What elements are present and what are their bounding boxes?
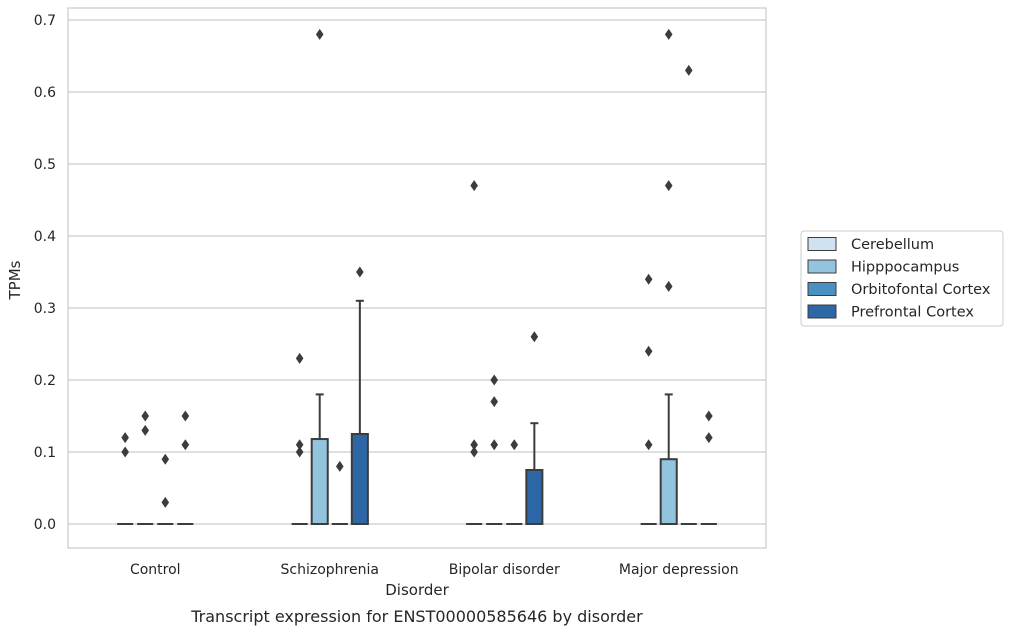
gridlines <box>68 19 766 525</box>
legend-frame <box>800 230 1004 327</box>
box <box>525 469 544 525</box>
outlier-point <box>644 273 653 285</box>
outlier-point <box>705 410 713 422</box>
y-axis-label: TPMs <box>6 260 24 300</box>
outlier-point <box>490 396 499 408</box>
plot-area-frame <box>67 7 767 549</box>
outlier-point <box>490 374 499 386</box>
y-tick-label: 0.4 <box>34 229 56 245</box>
outlier-point <box>664 28 673 40</box>
y-tick-label: 0.0 <box>34 517 56 533</box>
x-tick-label: Bipolar disorder <box>449 562 560 578</box>
y-tick-label: 0.5 <box>34 157 56 173</box>
outlier-point <box>295 352 304 364</box>
outlier-point <box>664 280 673 292</box>
legend-label: Cerebellum <box>851 237 934 253</box>
outlier-point <box>705 432 713 444</box>
outlier-point <box>644 439 653 451</box>
outlier-point <box>470 180 478 192</box>
outlier-point <box>141 424 150 436</box>
outlier-point <box>470 439 478 451</box>
y-tick-label: 0.6 <box>34 85 56 101</box>
outlier-point <box>530 331 539 343</box>
outlier-point <box>141 410 150 422</box>
y-tick-label: 0.7 <box>34 13 56 29</box>
outlier-point <box>470 446 478 458</box>
x-axis-label: Disorder <box>385 581 449 599</box>
outlier-point <box>684 64 693 76</box>
y-tick-label: 0.1 <box>34 445 56 461</box>
x-tick-label: Schizophrenia <box>281 562 379 578</box>
y-tick-label: 0.3 <box>34 301 56 317</box>
outlier-point <box>161 453 170 465</box>
outlier-point <box>490 439 499 451</box>
box <box>310 438 329 526</box>
legend-swatch <box>807 237 837 251</box>
outlier-point <box>510 439 519 451</box>
legend-swatch <box>807 304 837 319</box>
series-cerebellum <box>117 180 657 525</box>
box <box>659 458 678 526</box>
series-orbitofontal-cortex <box>157 64 697 525</box>
legend-swatch <box>807 259 837 274</box>
legend-label: Orbitofontal Cortex <box>851 282 991 298</box>
y-tick-labels: 0.0 0.1 0.2 0.3 0.4 0.5 0.6 0.7 <box>34 13 56 533</box>
outlier-point <box>664 180 673 192</box>
outlier-point <box>121 432 129 444</box>
x-tick-label: Major depression <box>619 562 739 578</box>
outlier-point <box>181 410 190 422</box>
box-series-layer <box>117 28 717 526</box>
outlier-point <box>295 439 304 451</box>
outlier-point <box>181 439 190 451</box>
series-prefrontal-cortex <box>177 266 717 525</box>
outlier-point <box>335 460 344 472</box>
outlier-point <box>644 345 653 357</box>
legend-swatch <box>807 282 837 296</box>
chart-caption: Transcript expression for ENST0000058564… <box>190 607 643 626</box>
y-tick-label: 0.2 <box>34 373 56 389</box>
x-tick-labels: Control Schizophrenia Bipolar disorder Majo… <box>130 562 739 578</box>
x-tick-label: Control <box>130 562 181 578</box>
outlier-point <box>161 496 170 508</box>
outlier-point <box>315 28 324 40</box>
legend-label: Hipppocampus <box>851 260 959 276</box>
legend-label: Prefrontal Cortex <box>851 305 974 321</box>
box <box>350 433 369 525</box>
legend: Cerebellum Hipppocampus Orbitofontal Corte… <box>800 230 1004 327</box>
outlier-point <box>356 266 364 278</box>
outlier-point <box>295 446 304 458</box>
outlier-point <box>121 446 129 458</box>
series-hipppocampus <box>137 28 678 526</box>
